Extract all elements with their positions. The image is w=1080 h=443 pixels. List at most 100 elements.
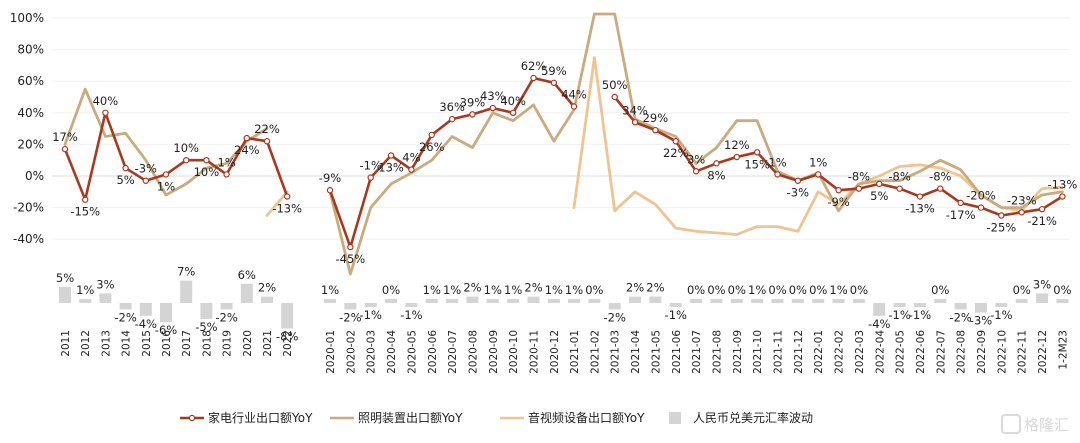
data-label: 39% [460, 95, 486, 109]
series-marker [550, 79, 558, 86]
data-label: -8% [888, 170, 910, 184]
x-tick-label: 2022-09 [976, 330, 988, 374]
x-tick-label: 2021-05 [650, 330, 662, 374]
fx-bar [710, 299, 723, 303]
data-label: 12% [724, 138, 750, 152]
fx-bar-label: 1% [484, 283, 502, 297]
x-tick-label: 2021-03 [610, 330, 622, 374]
fx-bar [281, 303, 294, 329]
data-label: 26% [419, 140, 445, 154]
series-marker [162, 171, 170, 178]
fx-bar-label: 1% [565, 283, 583, 297]
fx-bar-label: 5% [56, 271, 74, 285]
fx-bar-label: -1% [990, 308, 1012, 322]
y-tick-label: 20% [17, 137, 44, 151]
data-label: 1% [809, 155, 827, 169]
data-label: 17% [52, 130, 78, 144]
fx-bar [425, 299, 438, 303]
y-tick-label: 60% [17, 74, 44, 88]
fx-bar [261, 296, 273, 303]
data-label: 3% [687, 152, 705, 166]
series-marker [408, 166, 415, 173]
fx-bar [119, 303, 132, 310]
fx-bar [669, 303, 682, 307]
series-marker [998, 212, 1005, 219]
fx-bar [608, 303, 621, 310]
fx-bar [568, 299, 580, 303]
series-marker [489, 104, 496, 112]
fx-bar [405, 303, 418, 307]
fx-bar [486, 299, 499, 303]
series-marker [367, 174, 374, 181]
series-marker [223, 171, 230, 178]
data-label: 5% [116, 173, 134, 187]
fx-bar-label: 6% [238, 268, 256, 282]
fx-bar-label: 2% [524, 281, 542, 295]
data-label: -45% [335, 252, 365, 266]
fx-bar-label: 1% [423, 283, 441, 297]
series-marker [122, 164, 129, 172]
fx-bar-label: 0% [768, 283, 786, 297]
legend: 家电行业出口额YoY 照明装置出口额YoY 音视频设备出口额YoY 人民币兑美元汇率波… [180, 410, 813, 425]
x-tick-label: 2021-12 [793, 330, 805, 374]
legend-label: 音视频设备出口额YoY [528, 410, 645, 425]
fx-bar [852, 299, 865, 303]
x-tick-label: 2020-12 [549, 330, 561, 374]
fx-bar [324, 299, 336, 303]
data-label: -3% [787, 186, 809, 200]
series-marker [326, 187, 334, 194]
data-label: -20% [966, 189, 996, 203]
series-marker [509, 109, 517, 117]
fx-bar [751, 299, 764, 303]
series-marker [876, 180, 883, 188]
series-marker [263, 138, 271, 145]
x-tick-label: 2022-05 [895, 330, 907, 374]
fx-bar-label: -5% [195, 320, 217, 334]
x-tick-label: 2022-07 [935, 330, 947, 374]
y-tick-label: -20% [13, 201, 44, 215]
y-tick-label: 0% [25, 169, 44, 183]
series-marker [142, 177, 149, 184]
legend-label: 家电行业出口额YoY [208, 410, 313, 425]
series-line-1 [63, 76, 1064, 249]
data-label: 50% [602, 78, 628, 92]
series-marker [713, 160, 720, 167]
fx-bar [507, 299, 520, 303]
data-label: -15% [70, 205, 100, 219]
data-label: 36% [439, 100, 465, 114]
x-tick-label: 1-2M23 [1057, 330, 1069, 370]
series-marker [774, 171, 781, 178]
fx-bar-label: 0% [687, 283, 705, 297]
series-marker [835, 187, 842, 194]
fx-bar-label: 1% [829, 283, 847, 297]
series-marker [347, 243, 354, 251]
y-tick-label: 40% [17, 106, 44, 120]
fx-bar-label: -1% [909, 308, 931, 322]
x-tick-label: 2016 [161, 330, 173, 357]
data-label: -8% [929, 170, 951, 184]
series-marker [815, 171, 822, 178]
y-tick-label: -40% [13, 232, 44, 246]
x-tick-label: 2022 [282, 330, 294, 357]
series-marker [631, 119, 639, 126]
series-marker [1059, 193, 1066, 200]
fx-bar [466, 296, 479, 303]
fx-bar [446, 299, 459, 303]
series-line-2 [63, 12, 1064, 276]
data-label: 40% [93, 94, 119, 108]
series-marker [469, 111, 476, 118]
fx-bar [160, 303, 172, 323]
x-tick-label: 2020-11 [529, 330, 541, 374]
data-label: -25% [986, 221, 1016, 235]
series-marker [284, 193, 291, 200]
fx-bar-label: -1% [400, 308, 422, 322]
fx-bar-label: 1% [545, 283, 563, 297]
fx-bars [59, 280, 1069, 329]
x-tick-label: 2020-03 [366, 330, 378, 374]
fx-bar [79, 299, 92, 303]
watermark-logo-icon [1001, 414, 1021, 434]
fx-bar [240, 283, 253, 303]
fx-bar [547, 299, 560, 303]
fx-bar-label: -2% [339, 310, 361, 324]
